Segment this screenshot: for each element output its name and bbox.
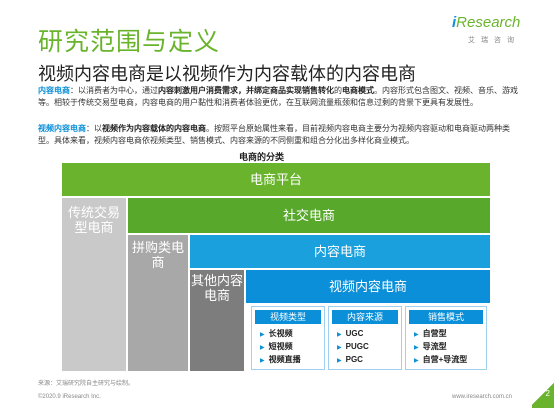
arrow-right-icon: ▶ (337, 345, 342, 351)
list-item: ▶ 导流型 (414, 342, 447, 351)
block-ecommerce-platform: 电商平台 (62, 163, 490, 196)
page-subtitle: 视频内容电商是以视频作为内容载体的内容电商 (38, 64, 416, 84)
arrow-right-icon: ▶ (414, 345, 419, 351)
card-sales-mode: 销售模式 ▶ 自营型 ▶ 导流型 ▶ 自营+导流型 (405, 306, 487, 370)
block-other-content-ecommerce: 其他内容电商 (190, 270, 244, 371)
arrow-right-icon: ▶ (260, 358, 265, 364)
source-note: 来源：艾瑞研究院自主研究与绘制。 (38, 381, 135, 387)
list-item: ▶ PGC (337, 355, 363, 364)
block-group-buying-ecommerce: 拼购类电商 (128, 235, 188, 371)
website-link[interactable]: www.iresearch.com.cn (452, 394, 513, 400)
arrow-right-icon: ▶ (260, 345, 265, 351)
list-item: ▶ PUGC (337, 342, 369, 351)
keyword-video-content-ecommerce: 视频内容电商 (38, 124, 86, 133)
card-content-source-title: 内容来源 (332, 310, 398, 324)
list-item: ▶ 长视频 (260, 329, 293, 338)
arrow-right-icon: ▶ (337, 358, 342, 364)
logo-brand: iResearch (452, 14, 521, 31)
arrow-right-icon: ▶ (337, 332, 342, 338)
list-item: ▶ 自营型 (414, 329, 447, 338)
arrow-right-icon: ▶ (260, 332, 265, 338)
list-item: ▶ 短视频 (260, 342, 293, 351)
list-item: ▶ 自营+导流型 (414, 355, 468, 364)
page-title: 研究范围与定义 (38, 28, 221, 56)
card-video-type-title: 视频类型 (255, 310, 321, 324)
definition-video-content-ecommerce: 视频内容电商：以视频作为内容载体的内容电商。按照平台原始属性来看，目前视频内容电… (38, 124, 510, 145)
logo-tagline: 艾瑞咨询 (468, 37, 520, 44)
arrow-right-icon: ▶ (414, 332, 419, 338)
block-social-ecommerce: 社交电商 (128, 198, 490, 233)
list-item: ▶ 视频直播 (260, 355, 301, 364)
page-number: 2 (545, 389, 550, 398)
copyright: ©2020.9 iResearch Inc. (38, 394, 101, 400)
arrow-right-icon: ▶ (414, 358, 419, 364)
iresearch-logo: iResearch 艾瑞咨询 (452, 14, 532, 50)
card-sales-mode-title: 销售模式 (409, 310, 483, 324)
block-traditional-ecommerce: 传统交易型电商 (62, 198, 126, 371)
card-video-type: 视频类型 ▶ 长视频 ▶ 短视频 ▶ 视频直播 (251, 306, 325, 370)
keyword-content-ecommerce: 内容电商 (38, 86, 70, 95)
page-corner-decoration (532, 380, 554, 408)
block-video-content-ecommerce: 视频内容电商 (246, 270, 490, 303)
card-content-source: 内容来源 ▶ UGC ▶ PUGC ▶ PGC (328, 306, 402, 370)
definition-content-ecommerce: 内容电商：以消费者为中心，通过内容刺激用户消费需求，并绑定商品实现销售转化的电商… (38, 86, 518, 107)
block-content-ecommerce: 内容电商 (190, 235, 490, 268)
diagram-title: 电商的分类 (239, 152, 285, 162)
list-item: ▶ UGC (337, 329, 364, 338)
